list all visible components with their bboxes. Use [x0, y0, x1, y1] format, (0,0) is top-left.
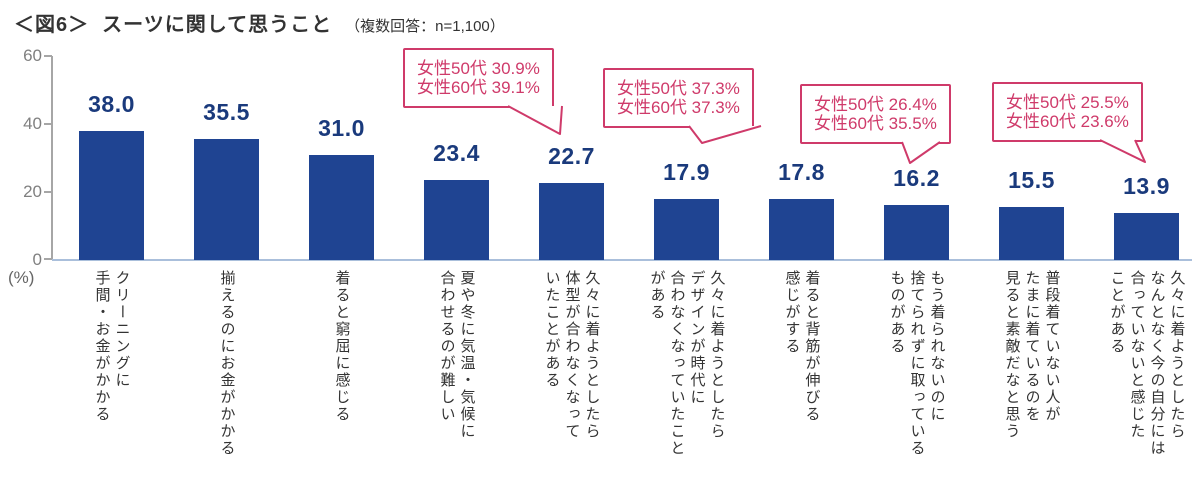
- title-prefix: ＜図6＞: [14, 14, 90, 36]
- title-note: （複数回答：n=1,100）: [345, 18, 505, 35]
- bar-rect: [79, 130, 144, 260]
- y-tick-label-0: 0: [32, 250, 42, 269]
- callout-line-2: 女性60代 39.1%: [417, 78, 540, 97]
- x-axis-line: [52, 259, 1192, 261]
- y-tick-label-20: 20: [23, 182, 42, 201]
- y-tick-mark: [44, 55, 52, 57]
- bar-category-label: クリーニングに 手間・お金がかかる: [93, 270, 131, 423]
- bar-category-label: 着ると窮屈に感じる: [333, 270, 351, 423]
- y-tick-mark: [44, 258, 52, 260]
- bar-rect: [309, 154, 374, 260]
- callout-line-2: 女性60代 37.3%: [617, 98, 740, 117]
- bar-value-label: 16.2: [893, 164, 940, 191]
- bar-rect: [194, 139, 259, 260]
- bar-rect: [654, 199, 719, 260]
- speech-bubble-tail-icon: [1099, 139, 1146, 163]
- bar-rect: [424, 180, 489, 260]
- bar-rect: [539, 182, 604, 260]
- speech-bubble-tail-icon: [507, 105, 563, 135]
- bar-category-label: もう着られないのに 捨てられずに取っている ものがある: [888, 270, 946, 457]
- bar-rect: [884, 204, 949, 260]
- bar-category-label: 久々に着ようとしたら なんとなく今の自分には 合っていないと感じた ことがある: [1108, 270, 1186, 457]
- bar-value-label: 13.9: [1123, 172, 1170, 199]
- y-tick-label-40: 40: [23, 114, 42, 133]
- bar-rect: [999, 207, 1064, 260]
- bar-category-label: 久々に着ようとしたら 体型が合わなくなって いたことがある: [543, 270, 601, 440]
- bar-category-label: 揃えるのにお金がかかる: [218, 270, 236, 457]
- callout-bar5-female: 女性50代 30.9% 女性60代 39.1%: [403, 48, 563, 135]
- y-tick-mark: [44, 191, 52, 193]
- callout-line-2: 女性60代 35.5%: [814, 114, 937, 133]
- bar-value-label: 31.0: [318, 114, 365, 141]
- bar-value-label: 23.4: [433, 140, 480, 167]
- bar-value-label: 15.5: [1008, 167, 1055, 194]
- bar-value-label: 17.8: [778, 159, 825, 186]
- callout-bar6-female: 女性50代 37.3% 女性60代 37.3%: [603, 68, 762, 144]
- y-tick-mark: [44, 123, 52, 125]
- callout-line-1: 女性50代 37.3%: [617, 79, 740, 98]
- bar-value-label: 38.0: [88, 90, 135, 117]
- callout-line-1: 女性50代 26.4%: [814, 95, 937, 114]
- bar-rect: [769, 199, 834, 260]
- bar-rect: [1114, 212, 1179, 260]
- bar-category-label: 普段着ていない人が たまに着ているのを 見ると素敵だなと思う: [1003, 270, 1061, 440]
- callout-bar10-female: 女性50代 25.5% 女性60代 23.6%: [992, 82, 1146, 163]
- bar-value-label: 22.7: [548, 142, 595, 169]
- callout-line-1: 女性50代 25.5%: [1006, 93, 1129, 112]
- title-text: スーツに関して思うこと: [102, 14, 333, 36]
- y-tick-label-60: 60: [23, 46, 42, 65]
- y-axis-line: [51, 56, 53, 260]
- callout-bar8-female: 女性50代 26.4% 女性60代 35.5%: [800, 84, 951, 164]
- figure-title: ＜図6＞ スーツに関して思うこと （複数回答：n=1,100）: [14, 8, 505, 37]
- y-axis-unit-label: (%): [8, 268, 35, 287]
- speech-bubble-tail-icon: [901, 141, 941, 164]
- bar-value-label: 35.5: [203, 99, 250, 126]
- bar-category-label: 夏や冬に気温・気候に 合わせるのが難しい: [438, 270, 476, 440]
- speech-bubble-tail-icon: [688, 125, 762, 144]
- callout-line-1: 女性50代 30.9%: [417, 59, 540, 78]
- bar-category-label: 着ると背筋が伸びる 感じがする: [783, 270, 821, 423]
- callout-line-2: 女性60代 23.6%: [1006, 112, 1129, 131]
- bar-value-label: 17.9: [663, 159, 710, 186]
- bar-category-label: 久々に着ようとしたら デザインが時代に 合わなくなっていたこと がある: [648, 270, 726, 457]
